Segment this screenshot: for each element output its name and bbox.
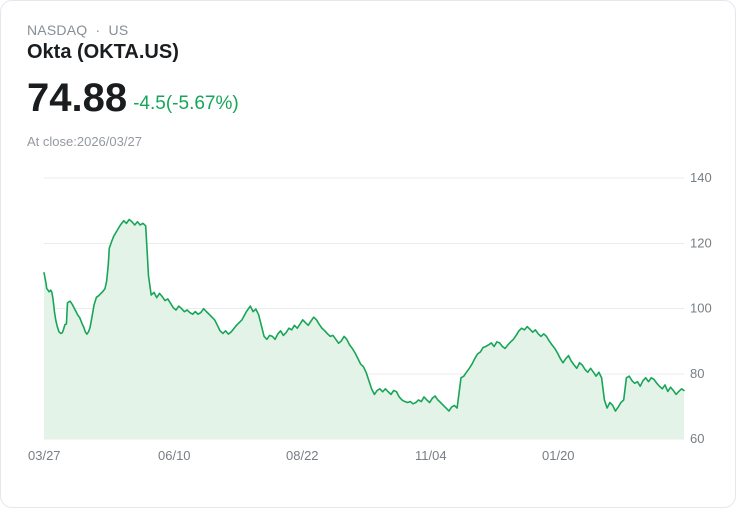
svg-text:60: 60 (690, 431, 704, 446)
svg-text:03/27: 03/27 (28, 448, 61, 463)
svg-text:80: 80 (690, 366, 704, 381)
svg-text:120: 120 (690, 236, 712, 251)
svg-text:140: 140 (690, 170, 712, 185)
svg-text:11/04: 11/04 (415, 448, 447, 463)
svg-text:01/20: 01/20 (542, 448, 575, 463)
svg-text:100: 100 (690, 301, 712, 316)
svg-text:08/22: 08/22 (286, 448, 319, 463)
svg-text:06/10: 06/10 (158, 448, 191, 463)
